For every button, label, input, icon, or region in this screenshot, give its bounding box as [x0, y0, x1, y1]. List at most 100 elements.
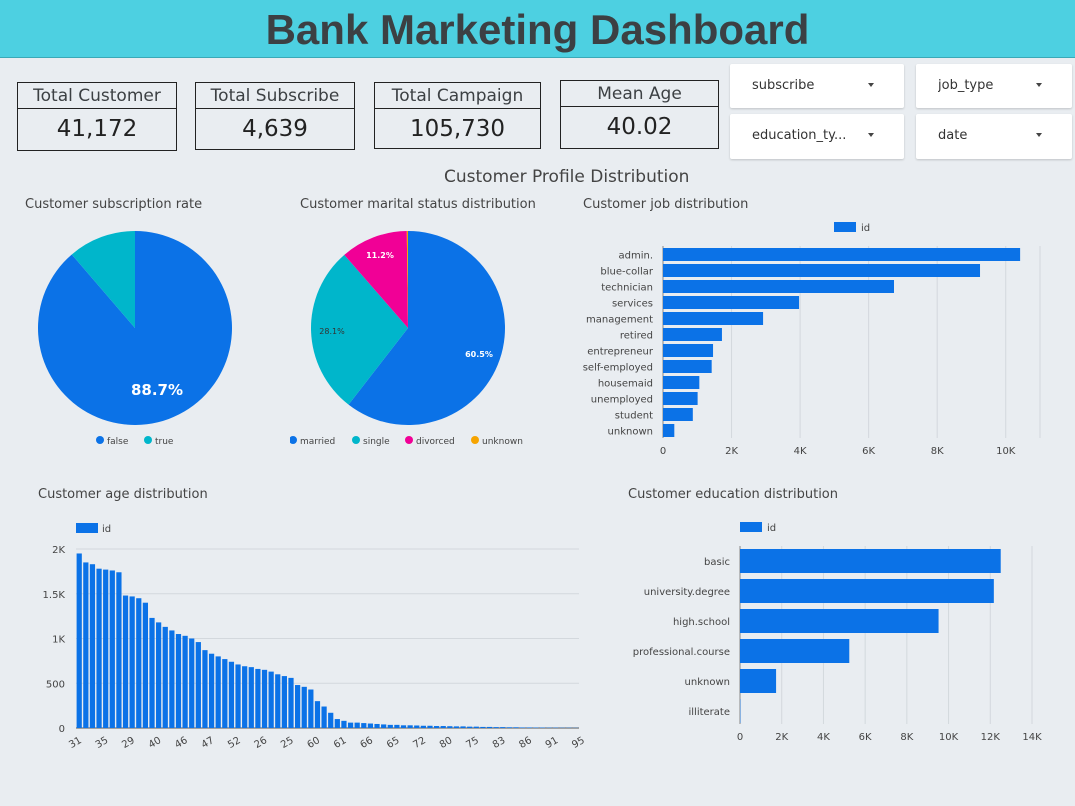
legend-marker: [76, 523, 98, 533]
y-tick-label: housemaid: [598, 379, 653, 390]
bar-age-84: [493, 727, 499, 728]
x-tick-label: 6K: [862, 446, 875, 457]
bar-technician: [663, 280, 894, 293]
bar-age-62: [347, 722, 354, 728]
y-tick-label: 1.5K: [43, 590, 66, 601]
kpi-label: Total Subscribe: [196, 83, 354, 109]
bar-age-55: [242, 666, 248, 728]
kpi-label: Mean Age: [561, 81, 718, 107]
bar-age-59: [308, 689, 314, 728]
bar-services: [663, 296, 800, 309]
x-tick-label: 10K: [996, 446, 1016, 457]
bar-age-77: [447, 726, 453, 728]
filter-label: education_ty...: [752, 128, 847, 143]
bar-age-43: [169, 630, 175, 728]
legend-marker: [834, 222, 856, 232]
y-tick-label: management: [586, 315, 653, 326]
x-tick-label: 83: [491, 735, 508, 751]
kpi-total-customer: Total Customer 41,172: [17, 82, 177, 151]
bar-age-25: [301, 686, 307, 728]
bar-age-22: [328, 712, 334, 728]
x-tick-label: 35: [94, 735, 111, 751]
caret-down-icon: [868, 133, 874, 137]
legend-marker: [96, 436, 104, 444]
bar-unknown: [740, 669, 777, 693]
bar-age-57: [281, 676, 287, 728]
y-tick-label: basic: [704, 557, 730, 568]
y-tick-label: services: [612, 299, 653, 310]
y-tick-label: 500: [46, 679, 65, 690]
y-tick-label: unknown: [608, 427, 653, 438]
caret-down-icon: [1036, 133, 1042, 137]
bar-age-63: [354, 722, 360, 728]
kpi-value: 4,639: [242, 116, 308, 142]
bar-age-65: [367, 723, 374, 728]
kpi-total-subscribe: Total Subscribe 4,639: [195, 82, 355, 150]
y-tick-label: unknown: [685, 677, 730, 688]
y-tick-label: entrepreneur: [587, 347, 654, 358]
bar-age-24: [288, 677, 294, 728]
bar-age-53: [248, 667, 254, 728]
x-tick-label: 8K: [931, 446, 944, 457]
bar-age-39: [142, 602, 149, 728]
bar-age-27: [268, 671, 274, 728]
pie-slice-unknown: [406, 231, 408, 328]
legend-label: unknown: [482, 437, 523, 447]
chart-title-education: Customer education distribution: [628, 487, 838, 502]
x-tick-label: 65: [385, 735, 402, 751]
bar-age-75: [433, 726, 440, 728]
bar-unknown: [663, 424, 675, 437]
filter-job-type[interactable]: job_type: [916, 64, 1072, 108]
pie-slice-married: [348, 231, 505, 425]
bar-student: [663, 408, 693, 421]
bar-age-71: [407, 725, 413, 728]
bar-age-60: [314, 701, 321, 728]
bar-age-36: [109, 570, 115, 728]
bar-basic: [740, 549, 1001, 573]
bar-age-40: [156, 622, 162, 728]
x-tick-label: 0: [660, 446, 666, 457]
bar-entrepreneur: [663, 344, 714, 357]
dashboard-header: Bank Marketing Dashboard: [0, 0, 1075, 58]
filter-subscribe[interactable]: subscribe: [730, 64, 904, 108]
legend-label: true: [155, 437, 174, 447]
filter-label: job_type: [938, 78, 994, 93]
x-tick-label: 4K: [794, 446, 807, 457]
kpi-value: 105,730: [409, 116, 506, 142]
legend-label: false: [107, 437, 129, 447]
x-tick-label: 91: [544, 735, 561, 751]
bar-age-52: [235, 664, 241, 728]
bar-self-employed: [663, 360, 712, 373]
filter-education-type[interactable]: education_ty...: [730, 114, 904, 159]
x-tick-label: 80: [438, 735, 455, 751]
bar-age-50: [222, 659, 228, 728]
kpi-mean-age: Mean Age 40.02: [560, 80, 719, 149]
bar-university.degree: [740, 579, 994, 603]
subscription-pie-chart: 88.7% false true: [38, 231, 232, 447]
y-tick-label: illiterate: [689, 707, 731, 718]
legend-marker: [405, 436, 413, 444]
bar-age-51: [228, 661, 235, 728]
bar-age-46: [182, 635, 188, 728]
x-tick-label: 4K: [817, 732, 830, 743]
x-tick-label: 8K: [900, 732, 913, 743]
kpi-label: Total Customer: [18, 83, 176, 109]
y-tick-label: admin.: [618, 251, 653, 262]
section-title: Customer Profile Distribution: [444, 167, 690, 187]
x-tick-label: 86: [517, 735, 534, 751]
x-tick-label: 47: [200, 735, 217, 751]
x-tick-label: 72: [411, 735, 428, 751]
pie-data-label: 28.1%: [319, 327, 345, 336]
filter-date[interactable]: date: [916, 114, 1072, 159]
y-tick-label: student: [615, 411, 653, 422]
pie-data-label: 11.2%: [366, 251, 394, 260]
x-tick-label: 0: [737, 732, 743, 743]
y-tick-label: 1K: [52, 635, 65, 646]
pie-data-label: 60.5%: [465, 350, 493, 359]
bar-age-33: [89, 564, 96, 728]
dashboard-title: Bank Marketing Dashboard: [265, 6, 810, 53]
y-tick-label: self-employed: [583, 363, 653, 374]
x-tick-label: 6K: [859, 732, 872, 743]
bar-age-28: [208, 653, 215, 728]
bar-age-38: [122, 595, 129, 728]
